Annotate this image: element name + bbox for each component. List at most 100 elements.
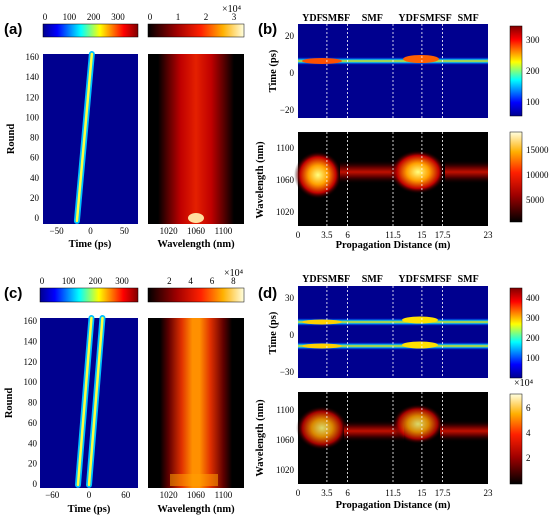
pulse-b-ydf2 (403, 55, 439, 63)
y-tick: 120 (26, 92, 40, 102)
section-label: YDF (398, 274, 419, 285)
section-label: YDF (302, 274, 323, 285)
x-tick: 23 (484, 488, 494, 498)
y-tick: 140 (26, 72, 40, 82)
pulse-d-1-ydf1 (302, 319, 342, 325)
pulse-d-2-ydf1 (302, 343, 342, 349)
x-tick: 1020 (160, 490, 179, 500)
y-tick: −30 (280, 367, 295, 377)
x-tick: 1060 (187, 226, 206, 236)
colorbar-tick: 300 (115, 276, 129, 286)
y-tick: 0 (33, 479, 38, 489)
heatmap-b-wavelength (294, 132, 488, 226)
panel-label-c: (c) (4, 285, 22, 302)
y-tick: 160 (24, 316, 38, 326)
xlabel-d: Propagation Distance (m) (336, 500, 451, 511)
section-label: YDF (302, 13, 323, 24)
x-tick: 1100 (215, 490, 233, 500)
y-tick: 1060 (276, 175, 295, 185)
colorbar-tick: 6 (526, 403, 531, 413)
panel-label-b: (b) (258, 21, 277, 38)
heatmap-b-time (298, 24, 488, 118)
section-label: YDF (398, 13, 419, 24)
section-label: SF (440, 13, 452, 24)
pulse-d-1-ydf2 (402, 316, 438, 324)
colorbar-tick: 100 (526, 353, 540, 363)
colorbar-tick: 2 (167, 276, 172, 286)
xlabel-c-wavelength: Wavelength (nm) (157, 504, 235, 515)
pulse-trace (76, 316, 93, 487)
pulse-trace (75, 52, 94, 223)
y-tick: 80 (30, 133, 40, 143)
colorbar-tick: 0 (148, 12, 153, 22)
colorbar-tick: 6 (210, 276, 215, 286)
y-tick: 120 (24, 357, 38, 367)
ylabel-b-time: Time (ps) (268, 49, 279, 92)
colorbar-tick: 300 (526, 313, 540, 323)
y-tick: 140 (24, 336, 38, 346)
x-tick: 23 (484, 230, 494, 240)
colorbar-tick: 10000 (526, 170, 549, 180)
x-tick: 17.5 (435, 230, 451, 240)
x-tick: −50 (50, 226, 65, 236)
y-tick: 20 (285, 31, 295, 41)
x-tick: 17.5 (435, 488, 451, 498)
spectrum-c-start (170, 474, 218, 486)
y-tick: 60 (30, 153, 40, 163)
y-tick: 100 (24, 377, 38, 387)
colorbar-d-time (509, 287, 523, 379)
colorbar-tick: 100 (526, 97, 540, 107)
section-label: SMF (322, 274, 343, 285)
section-label: SMF (420, 13, 441, 24)
x-tick: 15 (417, 230, 427, 240)
y-tick: 30 (285, 293, 295, 303)
y-tick: 0 (290, 68, 295, 78)
y-tick: 1100 (276, 405, 294, 415)
y-tick: 160 (26, 52, 40, 62)
y-tick: 0 (35, 213, 40, 223)
y-tick: 40 (28, 438, 38, 448)
y-tick: 0 (290, 330, 295, 340)
x-tick: 0 (88, 226, 93, 236)
x-tick: 0 (296, 230, 301, 240)
x-tick: 11.5 (385, 488, 401, 498)
colorbar-tick: 400 (526, 293, 540, 303)
colorbar-tick: 8 (231, 276, 236, 286)
y-tick: 20 (30, 193, 40, 203)
colorbar-tick: 2 (204, 12, 209, 22)
x-tick: 1020 (160, 226, 179, 236)
ylabel-b-wavelength: Wavelength (nm) (255, 141, 266, 219)
spectrum-a-start (188, 213, 204, 223)
colorbar-b-wavelength (509, 131, 523, 223)
colorbar-d-wavelength (509, 393, 523, 485)
y-tick: 60 (28, 418, 38, 428)
ylabel-d-wavelength: Wavelength (nm) (255, 399, 266, 477)
panel-label-a: (a) (4, 21, 22, 38)
y-tick: 1020 (276, 465, 295, 475)
panel-label-d: (d) (258, 285, 277, 302)
x-tick: 0 (87, 490, 92, 500)
section-label: SF (440, 274, 452, 285)
colorbar-b-time (509, 25, 523, 117)
ylabel-d-time: Time (ps) (268, 311, 279, 354)
x-tick: 50 (120, 226, 130, 236)
y-tick: 80 (28, 398, 38, 408)
x-tick: 3.5 (321, 230, 333, 240)
heatmap-a-wavelength (148, 54, 244, 224)
x-tick: 15 (417, 488, 427, 498)
colorbar-tick: 100 (63, 12, 77, 22)
y-tick: 20 (28, 459, 38, 469)
section-label: SMF (362, 13, 383, 24)
colorbar-tick: 4 (526, 428, 531, 438)
y-tick: 1020 (276, 207, 295, 217)
x-tick: 6 (345, 488, 350, 498)
ylabel-a: Round (6, 124, 17, 155)
colorbar-tick: 2 (526, 453, 531, 463)
y-tick: −20 (280, 105, 295, 115)
pulse-d-2-ydf2 (402, 341, 438, 349)
x-tick: 6 (345, 230, 350, 240)
x-tick: −60 (45, 490, 60, 500)
xlabel-c-time: Time (ps) (68, 504, 111, 515)
